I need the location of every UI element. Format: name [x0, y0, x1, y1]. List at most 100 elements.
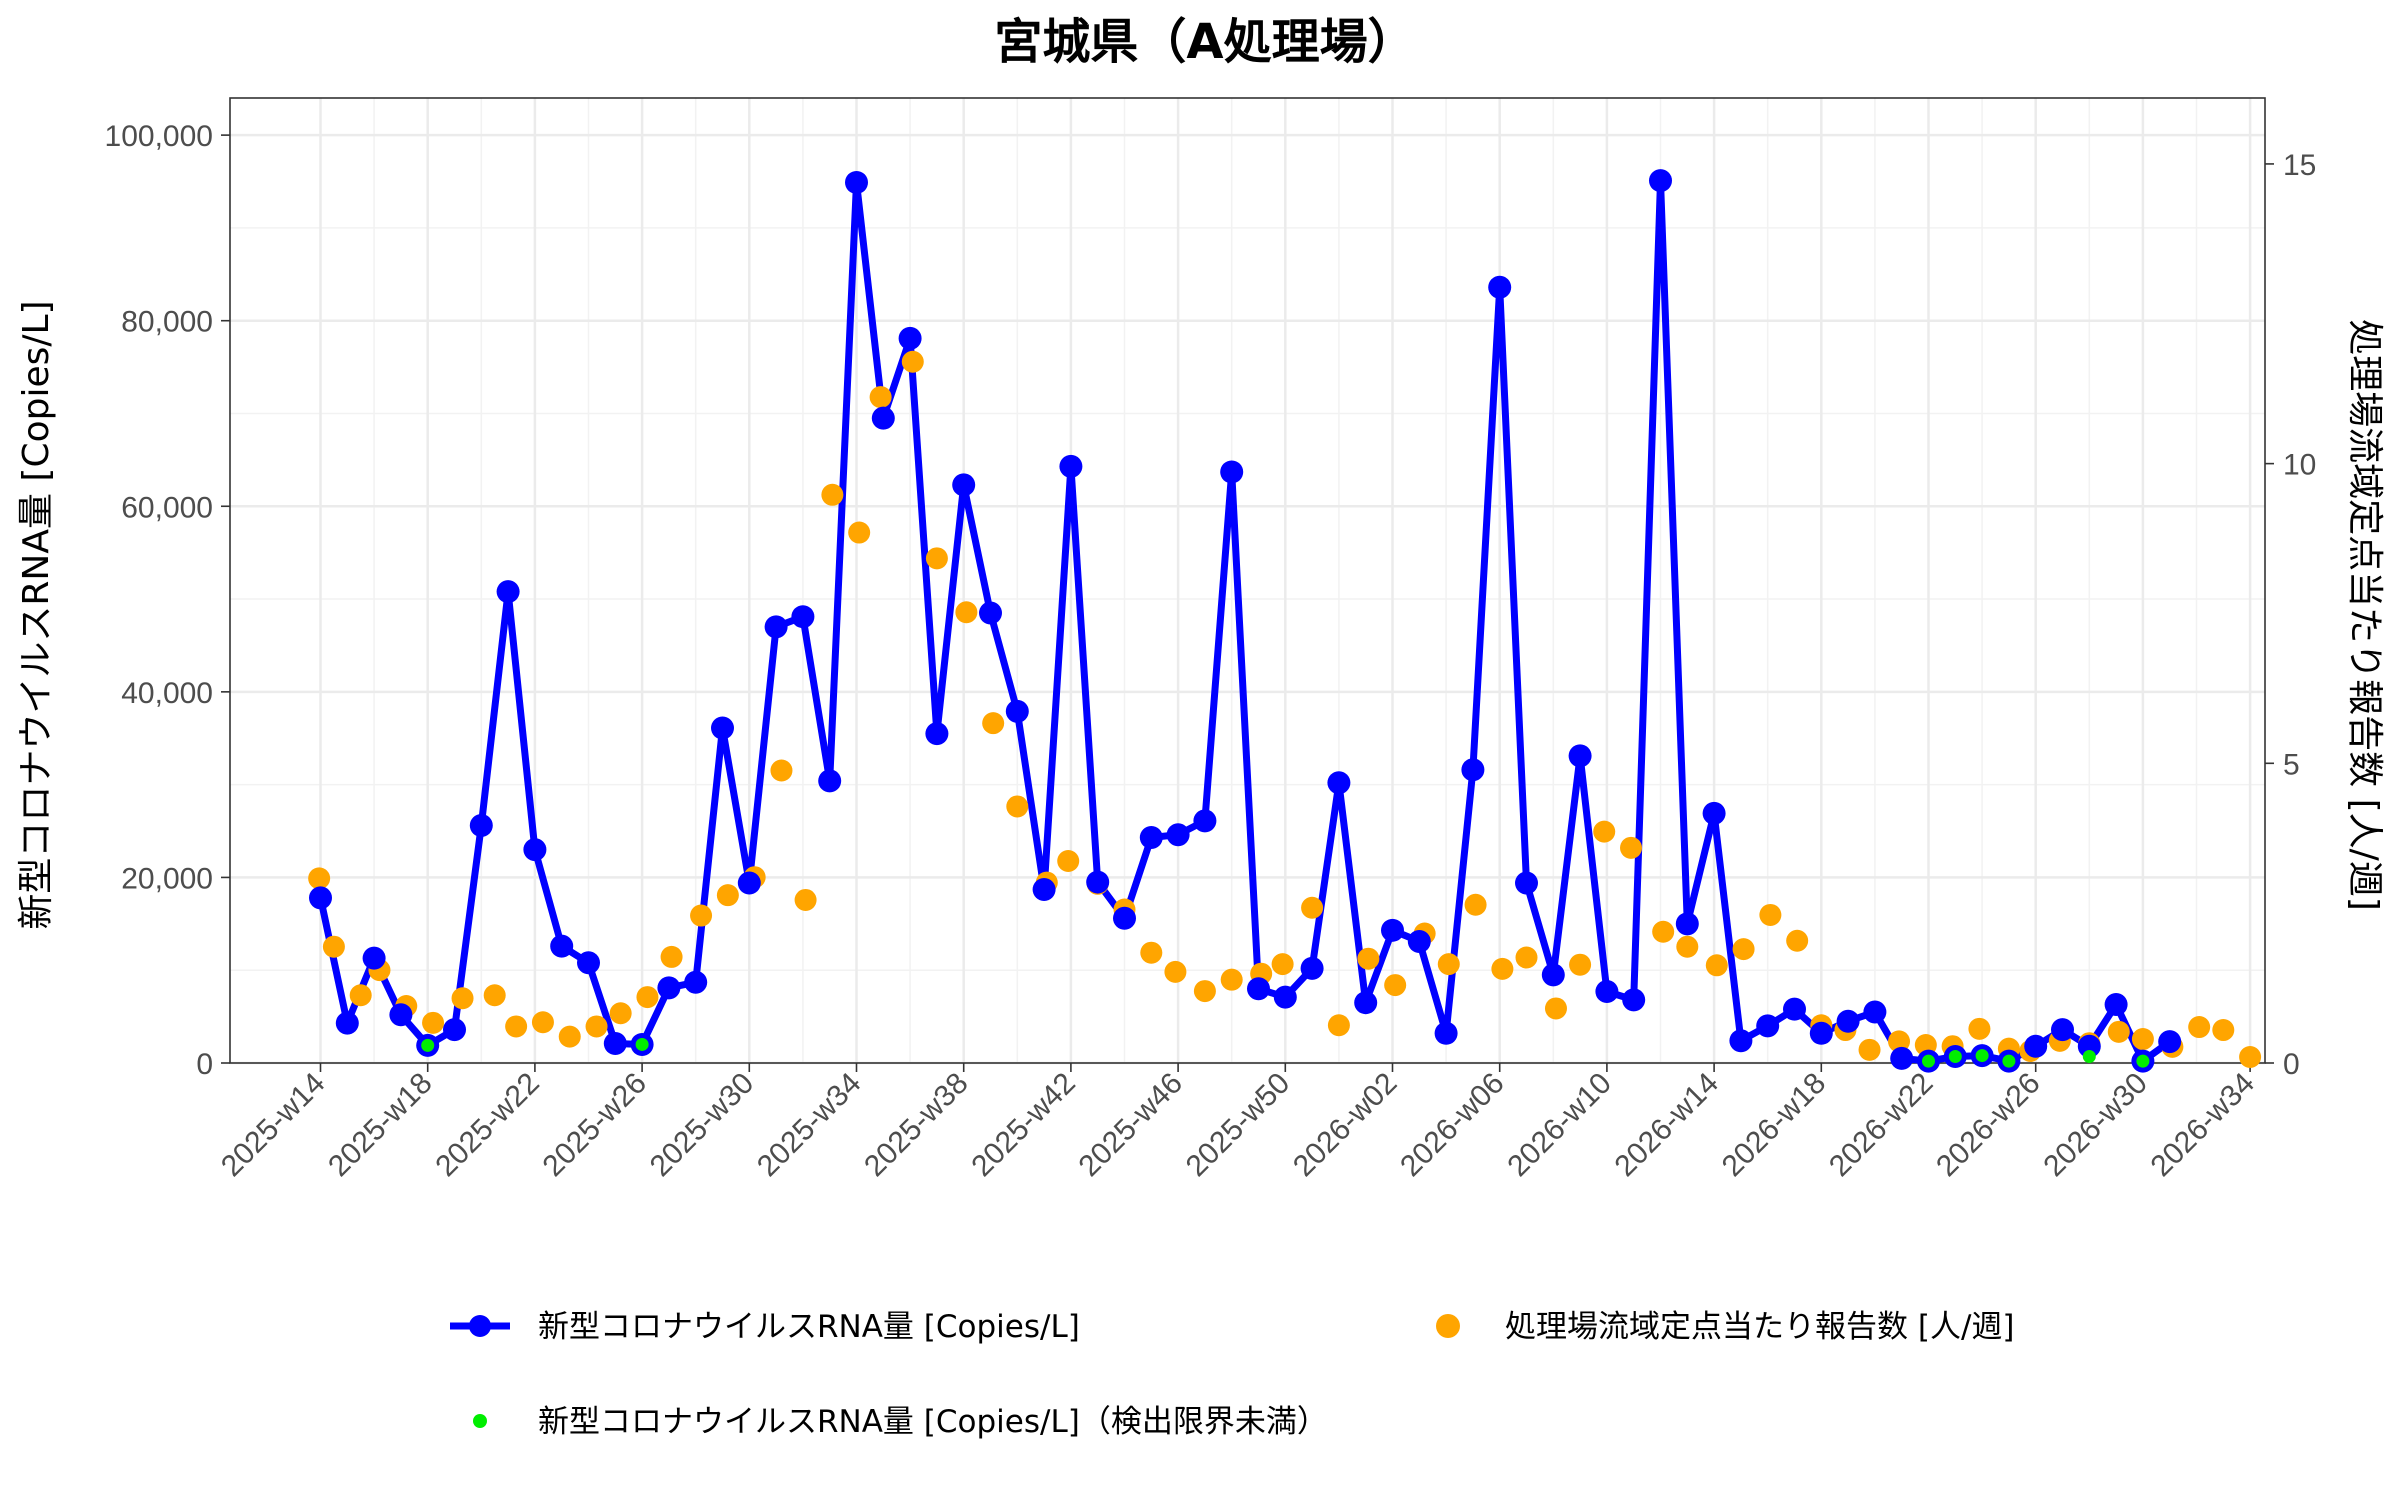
below-limit-point [1948, 1050, 1962, 1064]
reports-point [1676, 935, 1699, 958]
reports-point [690, 904, 713, 927]
y-tick-label: 0 [196, 1048, 213, 1081]
reports-point [2239, 1046, 2262, 1069]
reports-point [1384, 974, 1407, 997]
y2-tick-label: 15 [2283, 149, 2316, 182]
rna-point [1247, 977, 1270, 1001]
rna-point [1541, 963, 1565, 987]
rna-point [1863, 1000, 1887, 1024]
legend-item-reports: 処理場流域定点当たり報告数 [人/週] [1436, 1309, 2015, 1345]
reports-point [821, 483, 844, 506]
rna-point [1381, 918, 1404, 942]
reports-point [636, 986, 659, 1009]
rna-point [1461, 758, 1485, 782]
rna-point [1488, 275, 1512, 299]
y2-axis-title: 処理場流域定点当たり報告数 [人/週] [2344, 319, 2385, 911]
reports-point [558, 1025, 581, 1048]
below-limit-point [2002, 1054, 2016, 1068]
below-limit-point [2136, 1054, 2150, 1068]
reports-point [609, 1002, 632, 1025]
y-axis-title: 新型コロナウイルスRNA量 [Copies/L] [16, 300, 57, 929]
reports-point [1271, 953, 1294, 976]
rna-point [443, 1018, 466, 1042]
y-tick-label: 20,000 [121, 862, 213, 895]
reports-point [925, 547, 948, 570]
reports-point [848, 521, 871, 544]
legend-item-rna: 新型コロナウイルスRNA量 [Copies/L] [450, 1309, 1080, 1345]
x-tick-label: 2025-w50 [1180, 1067, 1297, 1184]
rna-point [2024, 1034, 2048, 1058]
rna-point [1327, 771, 1351, 795]
reports-point [1759, 903, 1782, 926]
x-tick-label: 2026-w18 [1716, 1067, 1833, 1184]
reports-point [1327, 1014, 1350, 1037]
rna-point [1890, 1046, 1914, 1070]
legend-rna-label: 新型コロナウイルスRNA量 [Copies/L] [538, 1309, 1080, 1345]
reports-point [1968, 1017, 1991, 1040]
x-tick-label: 2026-w34 [2145, 1067, 2262, 1184]
rna-point [1273, 985, 1297, 1009]
x-tick-label: 2025-w38 [858, 1067, 975, 1184]
rna-point [1434, 1021, 1458, 1045]
rna-point [1675, 912, 1699, 936]
reports-point [308, 867, 331, 890]
y2-tick-label: 10 [2283, 449, 2316, 482]
x-tick-label: 2026-w10 [1501, 1067, 1618, 1184]
reports-point [349, 984, 372, 1007]
reports-point [1006, 795, 1029, 818]
rna-point [1729, 1029, 1753, 1053]
reports-point [422, 1011, 445, 1034]
x-tick-label: 2026-w14 [1609, 1067, 1726, 1184]
x-tick-label: 2026-w26 [1930, 1067, 2047, 1184]
legend-reports-label: 処理場流域定点当たり報告数 [人/週] [1505, 1309, 2015, 1345]
reports-point [1515, 946, 1538, 969]
reports-point [2212, 1019, 2235, 1042]
reports-point [1858, 1038, 1881, 1061]
reports-point [1301, 896, 1324, 919]
reports-point [1705, 954, 1728, 977]
rna-point [2158, 1030, 2182, 1054]
rna-point [1086, 870, 1110, 894]
reports-point [1732, 938, 1755, 961]
rna-point [1139, 826, 1163, 850]
x-tick-label: 2026-w30 [2037, 1067, 2154, 1184]
x-tick-label: 2025-w34 [751, 1067, 868, 1184]
reports-point [2131, 1028, 2154, 1051]
reports-point [1140, 941, 1163, 964]
legend-rna-point-swatch [469, 1315, 491, 1337]
reports-point [869, 386, 892, 409]
grid-lines [230, 98, 2265, 1065]
rna-point [577, 951, 600, 975]
y-axis-left: 0 20,000 40,000 60,000 80,000 100,000 [105, 120, 230, 1081]
y-tick-label: 100,000 [105, 120, 213, 153]
reports-point [1888, 1030, 1911, 1053]
rna-point [1595, 980, 1619, 1004]
reports-point [716, 884, 739, 907]
reports-point [770, 759, 793, 782]
below-limit-point [1975, 1049, 1989, 1063]
reports-point [531, 1011, 554, 1034]
rna-point [550, 934, 574, 958]
reports-point [1593, 820, 1616, 843]
rna-point [1193, 809, 1217, 833]
plot-border [229, 97, 2266, 1064]
reports-point [505, 1015, 528, 1038]
rna-point [469, 813, 493, 837]
rna-point [362, 946, 386, 970]
y-tick-label: 80,000 [121, 306, 213, 339]
rna-point [1300, 956, 1324, 980]
reports-point [322, 935, 345, 958]
x-tick-label: 2026-w22 [1823, 1067, 1940, 1184]
reports-point [1544, 997, 1567, 1020]
rna-point [871, 406, 895, 430]
rna-line-path [317, 177, 2174, 1065]
rna-point [1756, 1014, 1780, 1038]
rna-point [1220, 460, 1244, 484]
reports-point [451, 987, 474, 1010]
rna-point [711, 716, 734, 740]
rna-point [1783, 997, 1806, 1021]
y-tick-label: 60,000 [121, 491, 213, 524]
rna-point [2104, 993, 2128, 1017]
reports-point [585, 1015, 608, 1038]
